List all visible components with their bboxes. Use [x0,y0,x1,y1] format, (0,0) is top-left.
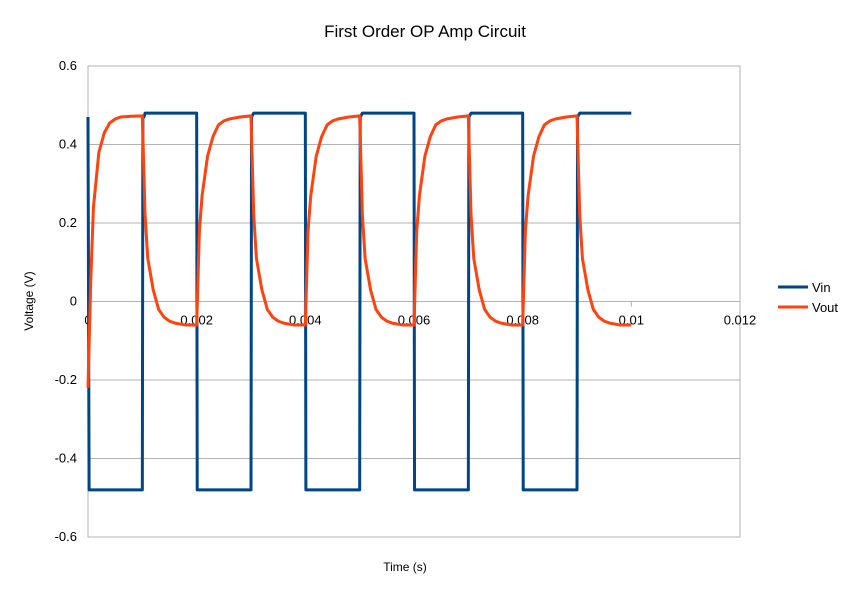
series-line-vout [86,114,632,388]
series-lines [86,111,632,492]
x-tick-label: 0.012 [724,313,757,328]
y-axis-label: Voltage (V) [22,271,36,330]
series-line-vin [86,111,632,492]
chart-title: First Order OP Amp Circuit [324,22,526,41]
legend-label-vout: Vout [812,300,838,315]
y-tick-label: -0.2 [55,372,77,387]
x-axis-label: Time (s) [383,560,427,574]
legend-label-vin: Vin [812,280,831,295]
y-tick-label: 0.6 [59,58,77,73]
y-tick-label: 0 [70,294,77,309]
y-tick-label: -0.6 [55,529,77,544]
y-tick-label: 0.4 [59,137,77,152]
y-tick-label: -0.4 [55,451,77,466]
legend: Vin Vout [778,280,838,315]
y-axis-ticks: -0.6 -0.4 -0.2 0 0.2 0.4 0.6 [55,58,77,544]
y-tick-label: 0.2 [59,215,77,230]
